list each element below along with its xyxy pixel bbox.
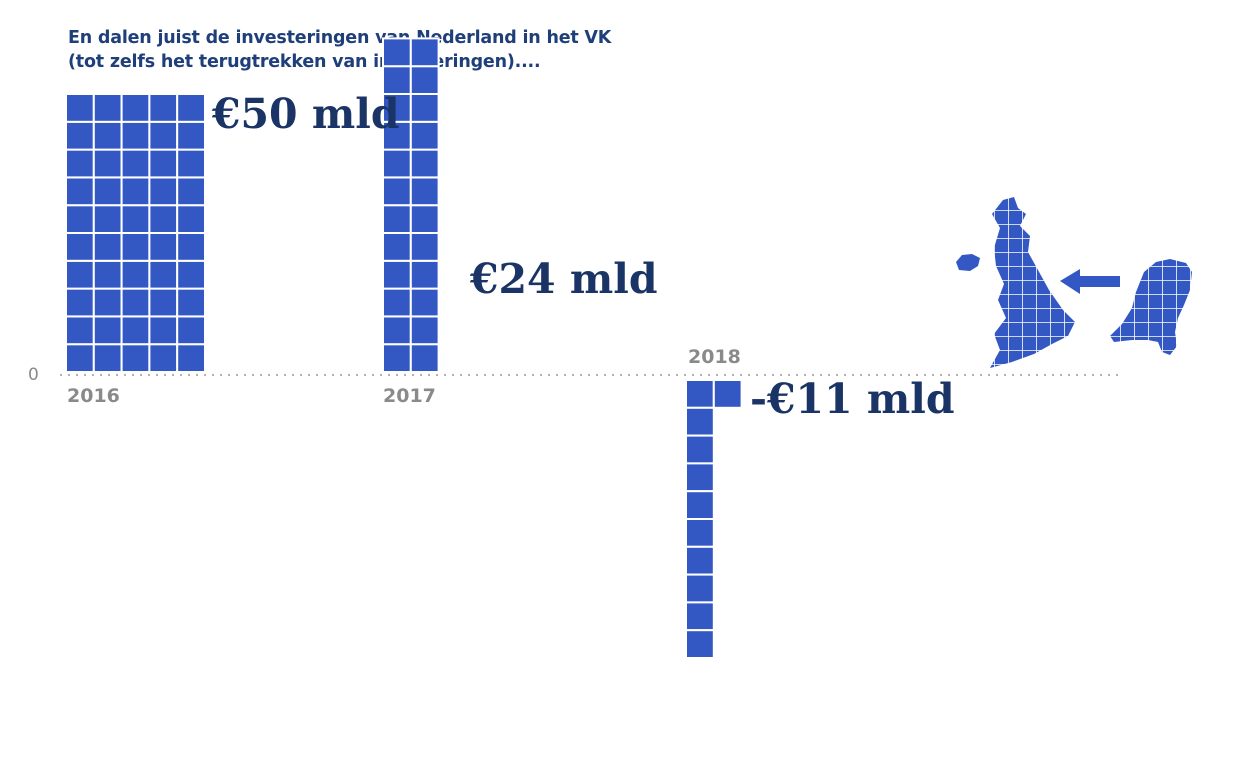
bar-cell (409, 232, 440, 262)
arrow-left-icon (1060, 269, 1120, 294)
bar-cell (65, 315, 95, 346)
bar-cell (176, 93, 206, 123)
chart-title-line-1: En dalen juist de investeringen van Nede… (68, 28, 612, 48)
bar-cell (120, 287, 151, 318)
bar-cell (409, 343, 440, 374)
bar-cell (65, 287, 95, 318)
bar-cell (120, 232, 151, 262)
bar-cell (409, 148, 440, 179)
bar-cell (120, 148, 151, 179)
netherlands-map-icon (1110, 259, 1192, 355)
bar-cell (382, 176, 412, 207)
bar-cell (382, 287, 412, 318)
bar-cell (92, 120, 123, 151)
bar-cell (148, 232, 179, 262)
bar-cell (65, 176, 95, 207)
value-label: €50 mld (211, 90, 399, 138)
year-label: 2016 (67, 385, 120, 407)
bar-cell (685, 406, 715, 437)
bar-cell (148, 93, 179, 123)
bar-cell (92, 315, 123, 346)
bar-cell (176, 148, 206, 179)
bar-cell (120, 204, 151, 234)
bar-cell (409, 93, 440, 123)
bar-cell (685, 434, 715, 465)
bar-cell (176, 120, 206, 151)
bar-cell (409, 65, 440, 95)
bar-cell (65, 120, 95, 151)
bar-cell (685, 573, 715, 604)
bar-cell (120, 343, 151, 374)
bar-cell (382, 148, 412, 179)
bar-cell (176, 315, 206, 346)
bar-cell (65, 148, 95, 179)
bar-cell (685, 601, 715, 632)
bar-cell (148, 176, 179, 207)
bar-cell (685, 629, 715, 660)
bar-cell (409, 315, 440, 346)
bar-cell (92, 343, 123, 374)
bar-cell (92, 176, 123, 207)
bar-cell (148, 204, 179, 234)
bar-cell (409, 37, 440, 68)
bar-cell (65, 343, 95, 374)
uk-netherlands-map-icon (956, 197, 1192, 368)
year-label: 2017 (383, 385, 436, 407)
bar-cell (382, 315, 412, 346)
bar-cell (382, 343, 412, 374)
bar-cell (92, 259, 123, 290)
bar-cell (65, 259, 95, 290)
bar-cell (382, 232, 412, 262)
bar-cell (92, 148, 123, 179)
chart-bars (65, 37, 743, 660)
bar-cell (120, 120, 151, 151)
bar-cell (685, 545, 715, 576)
bar-cell (685, 462, 715, 493)
bar-cell (409, 287, 440, 318)
bar-cell (65, 93, 95, 123)
bar-cell (409, 259, 440, 290)
bar-cell (176, 232, 206, 262)
bar-cell (685, 518, 715, 548)
bar-cell (685, 379, 715, 409)
bar-cell (712, 379, 743, 409)
bar-cell (382, 37, 412, 68)
bar-cell (176, 204, 206, 234)
bar-cell (65, 204, 95, 234)
value-label: -€11 mld (750, 375, 955, 423)
year-label: 2018 (688, 346, 741, 368)
bar-cell (176, 176, 206, 207)
bar-cell (92, 287, 123, 318)
bar-cell (409, 120, 440, 151)
bar-cell (409, 204, 440, 234)
bar-cell (92, 204, 123, 234)
bar-cell (176, 343, 206, 374)
bar-cell (685, 490, 715, 521)
bar-cell (382, 120, 412, 151)
bar-cell (382, 259, 412, 290)
bar-cell (120, 176, 151, 207)
bar-cell (148, 287, 179, 318)
bar-cell (65, 232, 95, 262)
bar-cell (176, 287, 206, 318)
bar-cell (148, 259, 179, 290)
bar-cell (176, 259, 206, 290)
bar-cell (148, 315, 179, 346)
bar-cell (409, 176, 440, 207)
zero-label: 0 (28, 365, 39, 385)
chart-labels: €50 mld 2016 €24 mld 2017 -€11 mld 2018 (67, 90, 955, 423)
bar-cell (382, 93, 412, 123)
bar-cell (148, 343, 179, 374)
bar-cell (120, 259, 151, 290)
bar-cell (382, 204, 412, 234)
bar-cell (120, 93, 151, 123)
bar-cell (92, 232, 123, 262)
bar-cell (148, 148, 179, 179)
bar-cell (148, 120, 179, 151)
bar-cell (120, 315, 151, 346)
value-label: €24 mld (469, 255, 657, 303)
ireland-map-icon (956, 254, 980, 271)
bar-cell (92, 93, 123, 123)
